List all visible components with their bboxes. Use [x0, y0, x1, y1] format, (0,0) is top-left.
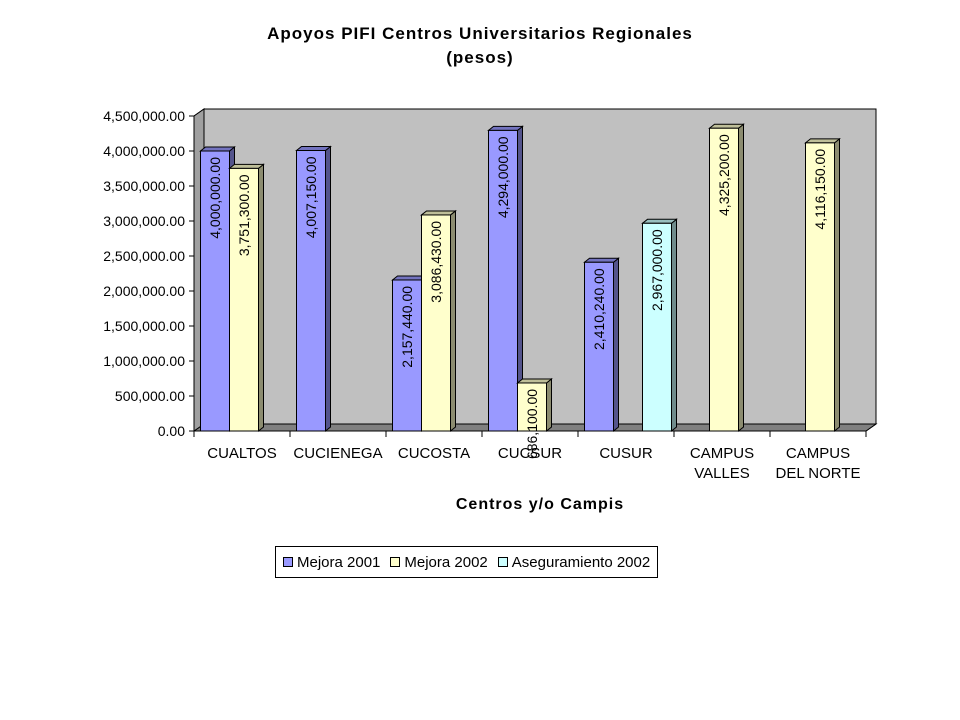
bar-top — [804, 138, 841, 144]
data-label: 2,410,240.00 — [591, 268, 607, 350]
data-label: 2,157,440.00 — [399, 286, 415, 368]
bar-side — [738, 123, 744, 433]
bar — [392, 279, 422, 432]
bar — [200, 150, 230, 432]
data-label: 4,000,000.00 — [207, 157, 223, 239]
bar — [642, 222, 672, 432]
bar-side — [450, 209, 456, 433]
data-label: 3,751,300.00 — [236, 174, 252, 256]
bar — [421, 214, 451, 432]
chart-title-line-2: (pesos) — [446, 48, 514, 67]
legend-item: Mejora 2001 — [283, 554, 380, 571]
y-tick-label: 0.00 — [158, 423, 185, 439]
bar — [229, 167, 259, 432]
bar-top — [295, 145, 332, 151]
x-tick-label: CUCSUR — [498, 445, 562, 462]
bar — [296, 149, 326, 432]
bar — [805, 142, 835, 432]
data-label: 686,100.00 — [524, 389, 540, 459]
data-label: 4,116,150.00 — [812, 149, 828, 230]
y-tick-label: 1,500,000.00 — [103, 318, 185, 334]
bar-top — [641, 218, 678, 224]
bar-side — [834, 137, 840, 433]
x-tick-label: CUSUR — [599, 445, 653, 462]
bar-top — [516, 378, 553, 384]
bar-top — [199, 146, 236, 152]
bar-top — [708, 123, 745, 129]
x-tick-label: CUCOSTA — [398, 445, 470, 462]
legend-label: Mejora 2001 — [297, 553, 381, 571]
chart-title: Apoyos PIFI Centros Universitarios Regio… — [0, 22, 960, 70]
legend-swatch — [497, 557, 508, 567]
x-tick-label: DEL NORTE — [775, 465, 860, 482]
bar — [488, 129, 518, 432]
bar-top — [487, 125, 524, 131]
data-label: 3,086,430.00 — [428, 221, 444, 303]
x-tick-label: VALLES — [694, 465, 750, 482]
bar-side — [258, 163, 264, 433]
y-tick-label: 4,500,000.00 — [103, 108, 185, 124]
legend-label: Mejora 2002 — [404, 553, 488, 571]
bar-top — [228, 163, 265, 169]
bar-side — [325, 145, 331, 433]
bar-top — [583, 257, 620, 263]
y-tick-label: 1,000,000.00 — [103, 353, 185, 369]
bar-side — [671, 218, 677, 433]
bar — [517, 382, 547, 432]
chart-legend: Mejora 2001 Mejora 2002 Aseguramiento 2002 — [275, 546, 659, 578]
x-tick-label: CAMPUS — [690, 445, 754, 462]
bar-side — [546, 377, 552, 433]
y-tick-label: 3,000,000.00 — [103, 213, 185, 229]
y-tick-label: 3,500,000.00 — [103, 178, 185, 194]
y-tick-label: 4,000,000.00 — [103, 143, 185, 159]
x-tick-label: CAMPUS — [786, 445, 850, 462]
y-tick-label: 500,000.00 — [115, 388, 185, 404]
data-label: 4,325,200.00 — [716, 134, 732, 216]
data-label: 4,294,000.00 — [495, 136, 511, 218]
bar — [584, 261, 614, 432]
legend-item: Aseguramiento 2002 — [497, 553, 651, 571]
bar — [709, 127, 739, 432]
x-tick-label: CUCIENEGA — [293, 445, 382, 462]
x-tick-label: CUALTOS — [207, 445, 276, 462]
y-tick-label: 2,500,000.00 — [103, 248, 185, 264]
bar-side — [613, 257, 619, 433]
legend-swatch — [390, 557, 401, 567]
y-tick-label: 2,000,000.00 — [103, 283, 185, 299]
legend-item: Mejora 2002 — [390, 553, 488, 571]
x-axis-title: Centros y/o Campis — [455, 496, 625, 513]
data-label: 4,007,150.00 — [303, 156, 319, 238]
chart-title-line-1: Apoyos PIFI Centros Universitarios Regio… — [267, 24, 693, 43]
legend-swatch — [283, 557, 293, 567]
data-label: 2,967,000.00 — [649, 229, 665, 311]
legend-label: Aseguramiento 2002 — [511, 553, 651, 571]
bar-top — [420, 210, 457, 216]
